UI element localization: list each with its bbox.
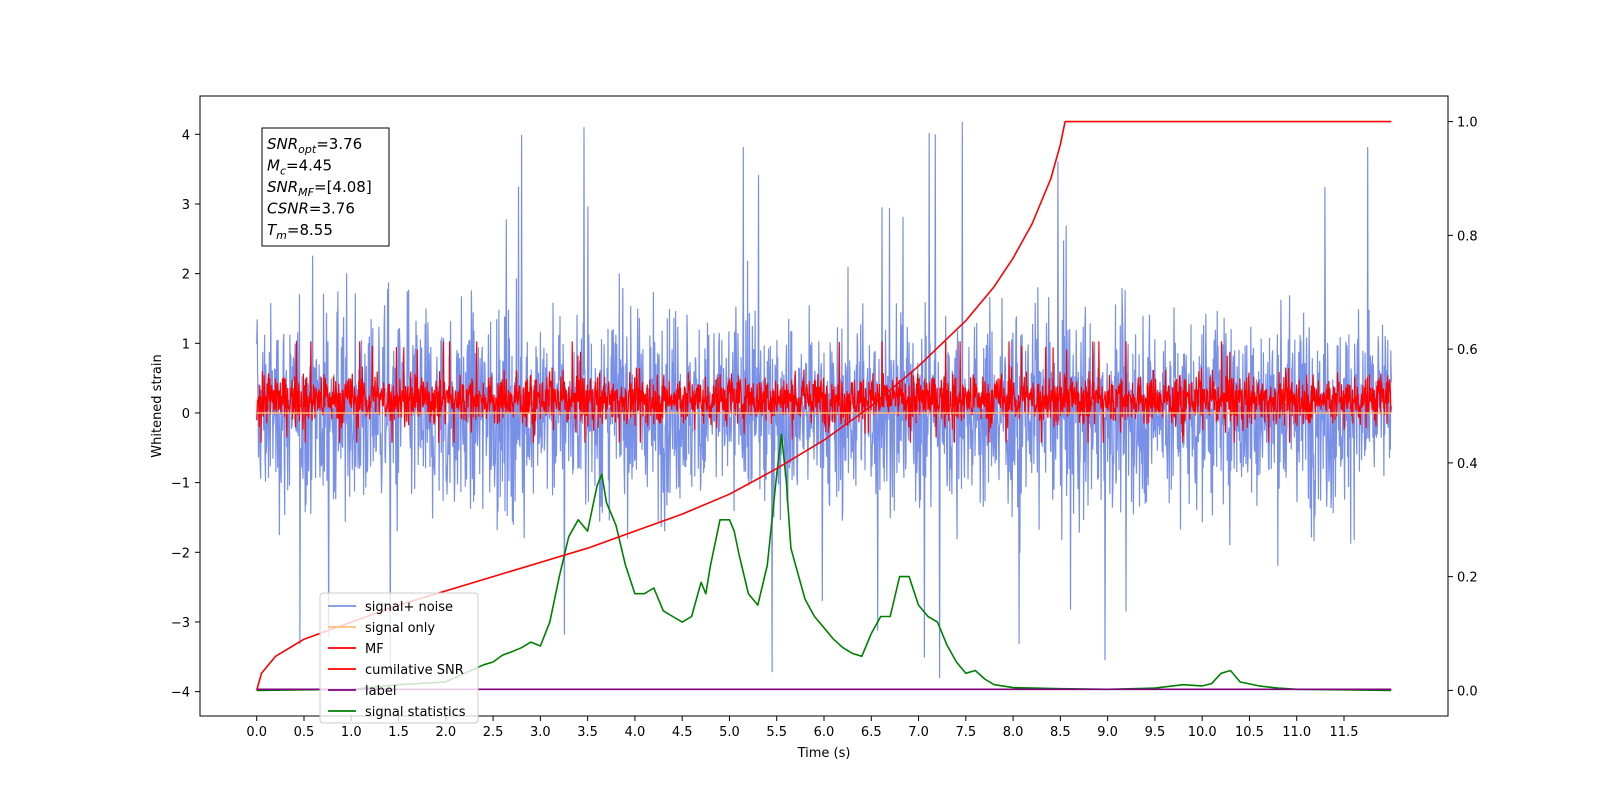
left-y-tick-label: 2 bbox=[182, 268, 190, 283]
x-tick-label: 0.0 bbox=[246, 725, 267, 740]
legend-label: cumilative SNR bbox=[365, 663, 464, 678]
left-y-tick-label: −1 bbox=[171, 477, 190, 492]
x-tick-label: 0.5 bbox=[294, 725, 315, 740]
left-y-tick-label: −3 bbox=[171, 616, 190, 631]
right-y-tick-label: 0.4 bbox=[1457, 457, 1478, 472]
legend-label: signal+ noise bbox=[365, 600, 453, 615]
x-tick-label: 11.0 bbox=[1282, 725, 1311, 740]
x-tick-label: 2.5 bbox=[483, 725, 504, 740]
x-tick-label: 1.5 bbox=[388, 725, 409, 740]
x-tick-label: 8.5 bbox=[1050, 725, 1071, 740]
series-signal-noise-line bbox=[256, 121, 1392, 679]
right-y-axis-ticks: 1.0 0.8 0.6 0.4 0.2 0.0 bbox=[1448, 116, 1478, 699]
legend-label: MF bbox=[365, 642, 384, 657]
legend-label: signal only bbox=[365, 621, 435, 636]
x-axis-label: Time (s) bbox=[797, 746, 851, 761]
legend-label: signal statistics bbox=[365, 705, 466, 720]
annotation-line: Mc=4.45 bbox=[267, 157, 332, 178]
legend-label: label bbox=[365, 684, 396, 699]
left-y-tick-label: 4 bbox=[182, 128, 190, 143]
left-y-tick-label: −2 bbox=[171, 546, 190, 561]
x-tick-label: 7.5 bbox=[955, 725, 976, 740]
series-layer bbox=[255, 120, 1392, 692]
x-axis-ticks: 0.0 0.5 1.0 1.5 2.0 2.5 3.0 3.5 4.0 4.5 5.0 5.5 6.0 6… bbox=[246, 716, 1358, 740]
x-tick-label: 2.0 bbox=[435, 725, 456, 740]
x-tick-label: 9.0 bbox=[1097, 725, 1118, 740]
series-mf-line bbox=[256, 341, 1392, 443]
x-tick-label: 6.0 bbox=[814, 725, 835, 740]
x-tick-label: 5.5 bbox=[766, 725, 787, 740]
annotation-line: SNRMF=[4.08] bbox=[267, 178, 372, 199]
x-tick-label: 8.0 bbox=[1003, 725, 1024, 740]
x-tick-label: 1.0 bbox=[341, 725, 362, 740]
x-tick-label: 6.5 bbox=[861, 725, 882, 740]
annotation-frame bbox=[261, 127, 390, 247]
x-tick-label: 11.5 bbox=[1330, 725, 1359, 740]
x-tick-label: 9.5 bbox=[1145, 725, 1166, 740]
annotation-line: Tm=8.55 bbox=[267, 221, 333, 242]
left-y-axis-label: Whitened strain bbox=[150, 354, 165, 457]
x-tick-label: 10.0 bbox=[1188, 725, 1217, 740]
right-y-tick-label: 1.0 bbox=[1457, 116, 1478, 131]
x-tick-label: 10.5 bbox=[1235, 725, 1264, 740]
legend: signal+ noise signal only MF cumilative SNR… bbox=[319, 592, 479, 724]
x-tick-label: 4.5 bbox=[672, 725, 693, 740]
annotation-line: SNRopt=3.76 bbox=[267, 135, 362, 156]
legend-frame bbox=[319, 592, 479, 724]
left-y-axis-ticks: 4 3 2 1 0 −1 −2 −3 −4 bbox=[171, 128, 200, 701]
x-tick-label: 7.0 bbox=[908, 725, 929, 740]
right-y-tick-label: 0.2 bbox=[1457, 571, 1478, 586]
x-tick-label: 5.0 bbox=[719, 725, 740, 740]
annotation-line: CSNR=3.76 bbox=[267, 200, 355, 218]
left-y-tick-label: 3 bbox=[182, 198, 190, 213]
right-y-tick-label: 0.6 bbox=[1457, 343, 1478, 358]
x-tick-label: 4.0 bbox=[625, 725, 646, 740]
left-y-tick-label: −4 bbox=[171, 686, 190, 701]
left-y-tick-label: 0 bbox=[182, 407, 190, 422]
x-tick-label: 3.5 bbox=[577, 725, 598, 740]
left-y-tick-label: 1 bbox=[182, 337, 190, 352]
right-y-tick-label: 0.0 bbox=[1457, 684, 1478, 699]
x-tick-label: 3.0 bbox=[530, 725, 551, 740]
series-signal-statistics-line bbox=[256, 433, 1392, 692]
right-y-tick-label: 0.8 bbox=[1457, 229, 1478, 244]
